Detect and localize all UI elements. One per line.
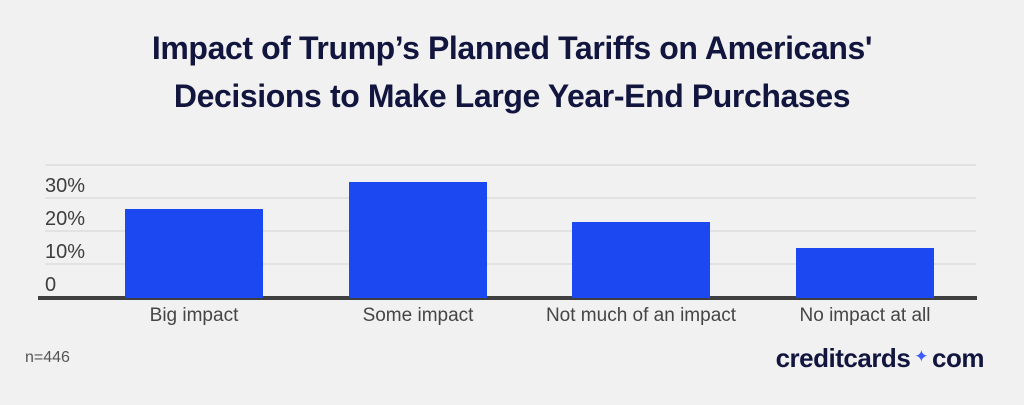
diamond-sparkle-icon: ✦	[914, 347, 929, 366]
y-gridline	[45, 164, 976, 166]
y-gridline	[45, 197, 976, 199]
creditcards-logo: creditcards ✦ com	[775, 341, 985, 375]
logo-word-com: com	[932, 342, 984, 373]
y-tick-label: 0	[45, 274, 57, 296]
x-axis-line	[38, 296, 977, 300]
category-label: No impact at all	[799, 305, 931, 326]
chart-title: Impact of Trump’s Planned Tariffs on Ame…	[0, 24, 1024, 120]
y-tick-label: 20%	[45, 208, 86, 230]
chart-title-line1: Impact of Trump’s Planned Tariffs on Ame…	[151, 30, 873, 66]
bar	[349, 182, 487, 298]
bar	[796, 248, 934, 298]
category-label: Some impact	[362, 305, 474, 326]
y-tick-label: 10%	[45, 241, 86, 263]
bar	[572, 222, 710, 298]
logo-word-creditcards: creditcards	[775, 342, 911, 373]
category-label: Big impact	[149, 305, 239, 326]
y-gridline	[45, 230, 976, 232]
y-gridline	[45, 263, 976, 265]
y-tick-label: 30%	[45, 175, 86, 197]
category-label: Not much of an impact	[545, 305, 737, 326]
bar	[125, 209, 263, 298]
sample-size-note: n=446	[25, 349, 70, 366]
chart-title-line2: Decisions to Make Large Year-End Purchas…	[173, 78, 851, 114]
